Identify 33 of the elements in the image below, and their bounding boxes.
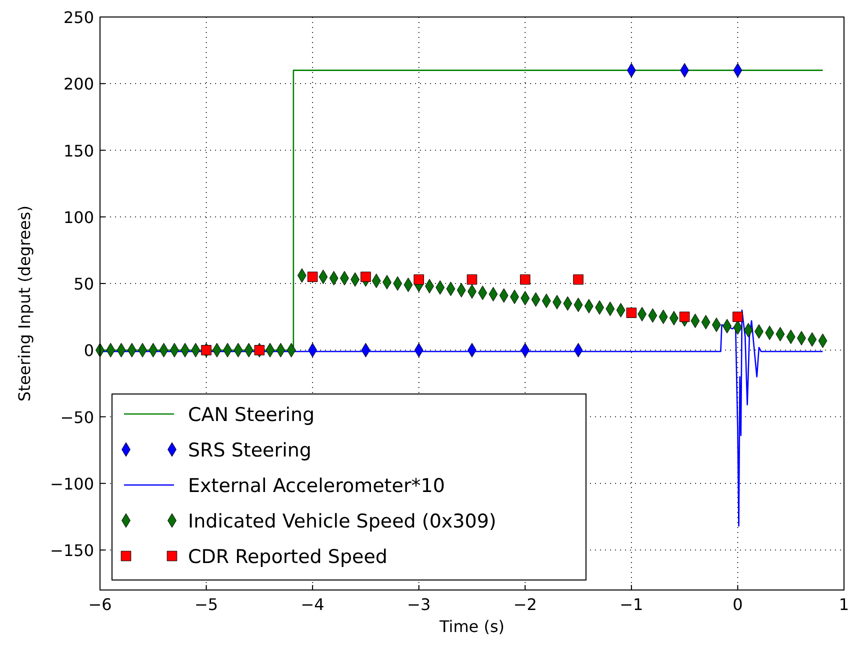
point (573, 274, 584, 285)
x-tick-label: −4 (300, 595, 324, 614)
point (307, 272, 318, 282)
x-tick-label: −6 (88, 595, 112, 614)
y-tick-label: 0 (84, 341, 94, 360)
point (466, 274, 478, 285)
point (679, 312, 690, 322)
y-tick-label: −150 (50, 541, 94, 560)
y-tick-label: 250 (63, 8, 94, 27)
x-tick-label: 1 (838, 595, 850, 614)
x-tick-label: −5 (194, 595, 218, 614)
point (360, 272, 371, 282)
y-axis-title: Steering Input (degrees) (15, 206, 34, 402)
x-tick-label: 0 (732, 595, 743, 614)
y-tick-label: −100 (50, 474, 94, 494)
x-axis-title: Time (s) (438, 617, 505, 636)
point (414, 274, 424, 285)
legend-label: CAN Steering (188, 404, 315, 426)
x-tick-label: −2 (513, 595, 537, 614)
point (732, 312, 743, 322)
y-tick-label: 100 (63, 208, 94, 227)
x-tick-label: −1 (620, 595, 644, 614)
y-tick-label: −50 (60, 408, 94, 427)
legend-label: SRS Steering (188, 440, 312, 462)
y-tick-label: 200 (63, 74, 94, 94)
y-tick-label: 150 (63, 141, 94, 160)
legend-label: External Accelerometer*10 (188, 475, 445, 497)
x-tick-label: −3 (407, 595, 431, 614)
legend-label: Indicated Vehicle Speed (0x309) (188, 510, 496, 532)
point (626, 308, 637, 318)
y-tick-label: 50 (74, 274, 94, 294)
legend-label: CDR Reported Speed (188, 546, 388, 568)
point (520, 274, 530, 285)
